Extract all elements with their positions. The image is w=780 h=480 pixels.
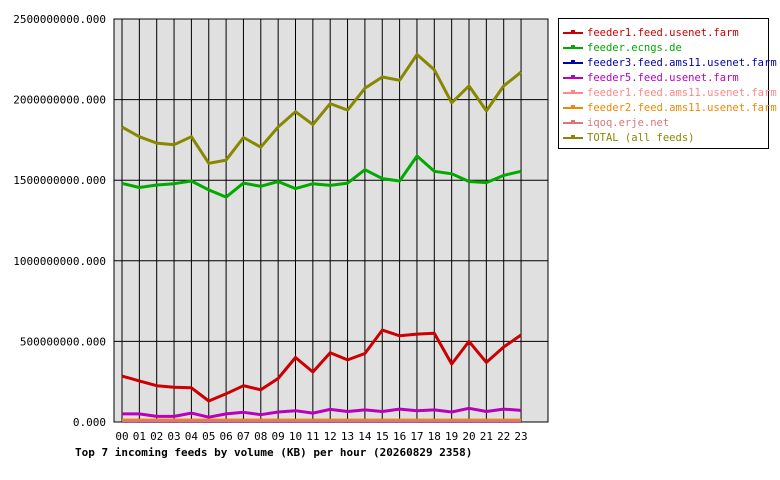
legend-label: feeder2.feed.ams11.usenet.farm [587,102,777,114]
x-tick-label: 11 [306,430,319,443]
legend-swatch [563,101,583,115]
x-tick-label: 13 [341,430,354,443]
y-tick-label: 2000000000.000 [13,94,106,107]
legend-item: feeder2.feed.ams11.usenet.farm [563,101,777,115]
legend-item: feeder1.feed.ams11.usenet.farm [563,86,777,100]
x-tick-label: 18 [428,430,441,443]
legend-swatch [563,26,583,40]
legend-swatch [563,56,583,70]
x-tick-label: 22 [497,430,510,443]
x-axis-ticks: 00 01 02 03 04 05 06 07 08 09 10 11 12 13 14 15 16 17 18 19… [115,430,527,443]
series-line-3 [122,406,522,419]
legend-label: iqoq.erje.net [587,117,670,129]
chart-title: Top 7 incoming feeds by volume (KB) per … [75,446,473,459]
legend-swatch [563,131,583,145]
legend-swatch [563,86,583,100]
legend-label: feeder5.feed.usenet.farm [587,72,739,84]
y-tick-label: 1000000000.000 [13,255,106,268]
legend-item: feeder5.feed.usenet.farm [563,71,739,85]
x-tick-label: 15 [376,430,389,443]
x-tick-label: 00 [115,430,128,443]
x-tick-label: 08 [254,430,267,443]
x-tick-label: 23 [514,430,527,443]
series-line-0 [121,328,522,403]
legend-label: feeder1.feed.usenet.farm [587,27,739,39]
legend-label: TOTAL (all feeds) [587,132,695,144]
x-tick-label: 04 [185,430,199,443]
y-axis-ticks: 0.000 500000000.000 1000000000.000 15000000… [13,13,106,429]
legend-item: feeder3.feed.ams11.usenet.farm [563,56,777,70]
legend-label: feeder3.feed.ams11.usenet.farm [587,57,777,69]
legend-swatch [563,71,583,85]
legend: feeder1.feed.usenet.farm feeder.ecngs.de f… [558,18,777,149]
y-tick-label: 0.000 [73,416,106,429]
x-tick-label: 01 [133,430,146,443]
x-tick-label: 03 [167,430,180,443]
x-tick-label: 21 [480,430,493,443]
legend-item: iqoq.erje.net [563,116,669,130]
x-tick-label: 07 [237,430,250,443]
legend-swatch [563,41,583,55]
series-line-1 [121,154,522,199]
x-tick-label: 14 [358,430,372,443]
x-tick-label: 10 [289,430,302,443]
y-tick-label: 1500000000.000 [13,174,106,187]
x-tick-label: 02 [150,430,163,443]
x-tick-label: 17 [410,430,423,443]
x-tick-label: 12 [324,430,337,443]
x-tick-label: 05 [202,430,215,443]
legend-label: feeder.ecngs.de [587,42,682,54]
series-lines [121,53,522,423]
x-tick-label: 06 [219,430,232,443]
legend-item: feeder.ecngs.de [563,41,682,55]
legend-label: feeder1.feed.ams11.usenet.farm [587,87,777,99]
series-line-7 [121,53,522,165]
x-tick-label: 19 [445,430,458,443]
y-tick-label: 500000000.000 [20,335,106,348]
legend-item: feeder1.feed.usenet.farm [563,26,739,40]
legend-item: TOTAL (all feeds) [563,131,694,145]
y-tick-label: 2500000000.000 [13,13,106,26]
x-tick-label: 16 [393,430,406,443]
plot-background [113,18,549,423]
x-tick-label: 20 [462,430,475,443]
x-tick-label: 09 [272,430,285,443]
legend-swatch [563,116,583,130]
